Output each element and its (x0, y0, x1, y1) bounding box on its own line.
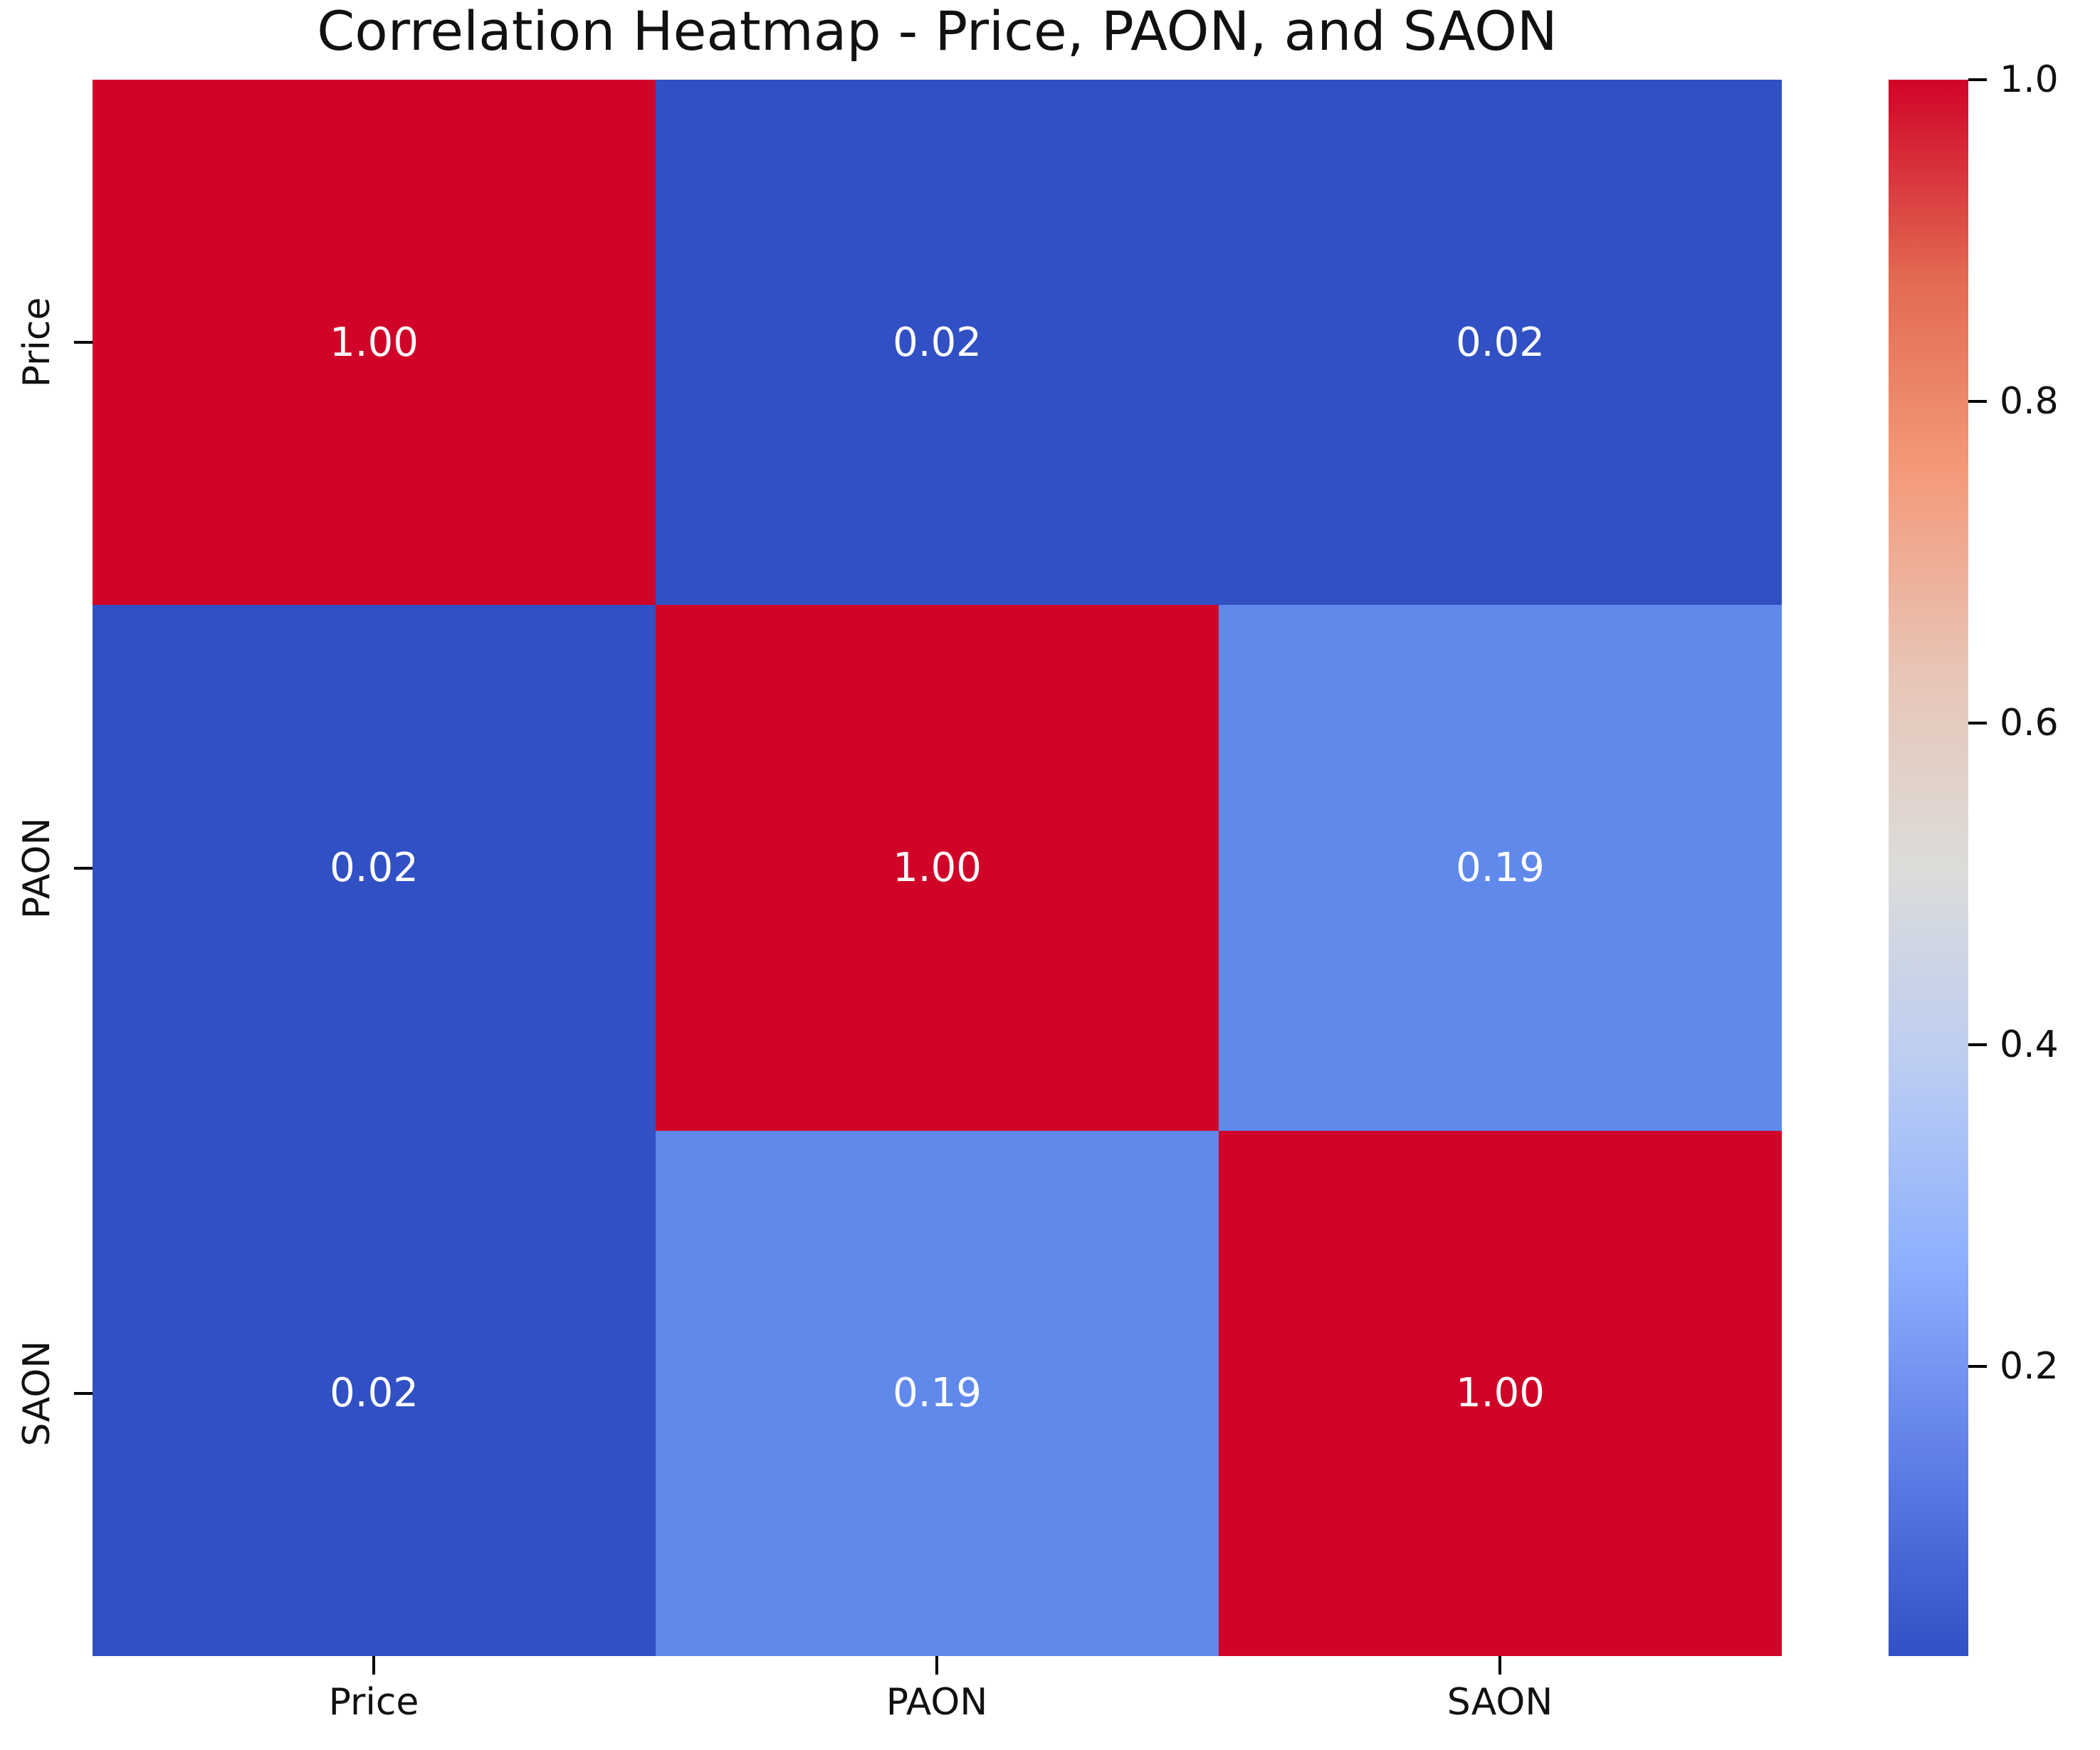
colorbar-tick-mark (1968, 1043, 1987, 1047)
cell-value: 0.19 (1456, 844, 1545, 891)
y-tick-mark (74, 1392, 93, 1395)
colorbar-tick-label: 0.4 (2000, 1023, 2059, 1067)
cell-value: 0.02 (330, 844, 419, 891)
cell-value: 0.19 (893, 1370, 982, 1417)
colorbar-tick-mark (1968, 722, 1987, 725)
colorbar-tick-label: 1.0 (2000, 58, 2059, 101)
colorbar-tick: 1.0 (1968, 58, 2059, 101)
heatmap-cell: 1.00 (1219, 1130, 1782, 1656)
y-tick-label-saon: SAON (16, 1340, 58, 1447)
chart-title: Correlation Heatmap - Price, PAON, and S… (317, 0, 1558, 63)
heatmap-cell: 1.00 (93, 80, 656, 606)
colorbar-tick-label: 0.2 (2000, 1345, 2059, 1388)
y-tick-label-paon: PAON (16, 817, 58, 919)
heatmap-plot-area: 1.00 0.02 0.02 0.02 1.00 0.19 0.02 0.19 … (93, 80, 1782, 1656)
colorbar-tick: 0.8 (1968, 380, 2059, 423)
colorbar-tick: 0.4 (1968, 1023, 2059, 1066)
y-tick-mark (74, 867, 93, 870)
heatmap-cell: 0.19 (1219, 605, 1782, 1131)
x-tick-label-paon: PAON (886, 1681, 988, 1724)
y-tick-label-price: Price (16, 297, 58, 388)
cell-value: 1.00 (330, 319, 419, 366)
colorbar-tick-mark (1968, 78, 1987, 81)
colorbar: 1.0 0.8 0.6 0.4 0.2 (1889, 58, 2059, 1656)
x-tick-label-saon: SAON (1447, 1681, 1553, 1724)
heatmap-cell: 0.02 (93, 1130, 656, 1656)
x-tick-mark (1498, 1656, 1501, 1675)
colorbar-tick-label: 0.6 (2000, 702, 2059, 745)
heatmap-cell: 0.02 (1219, 80, 1782, 606)
colorbar-tick-mark (1968, 1365, 1987, 1369)
cell-value: 0.02 (330, 1370, 419, 1417)
x-tick-mark (372, 1656, 375, 1675)
colorbar-tick: 0.6 (1968, 702, 2059, 744)
cell-value: 1.00 (893, 844, 982, 891)
y-tick-mark (74, 341, 93, 344)
heatmap-cell: 1.00 (656, 605, 1219, 1131)
cell-value: 1.00 (1456, 1370, 1545, 1417)
cell-value: 0.02 (893, 319, 982, 366)
x-tick-mark (935, 1656, 938, 1675)
heatmap-cell: 0.02 (656, 80, 1219, 606)
cell-value: 0.02 (1456, 319, 1545, 366)
colorbar-tick-mark (1968, 400, 1987, 404)
heatmap-cell: 0.02 (93, 605, 656, 1131)
x-tick-label-price: Price (328, 1681, 419, 1724)
heatmap-cell: 0.19 (656, 1130, 1219, 1656)
colorbar-tick-label: 0.8 (2000, 380, 2059, 423)
colorbar-tick: 0.2 (1968, 1345, 2059, 1388)
